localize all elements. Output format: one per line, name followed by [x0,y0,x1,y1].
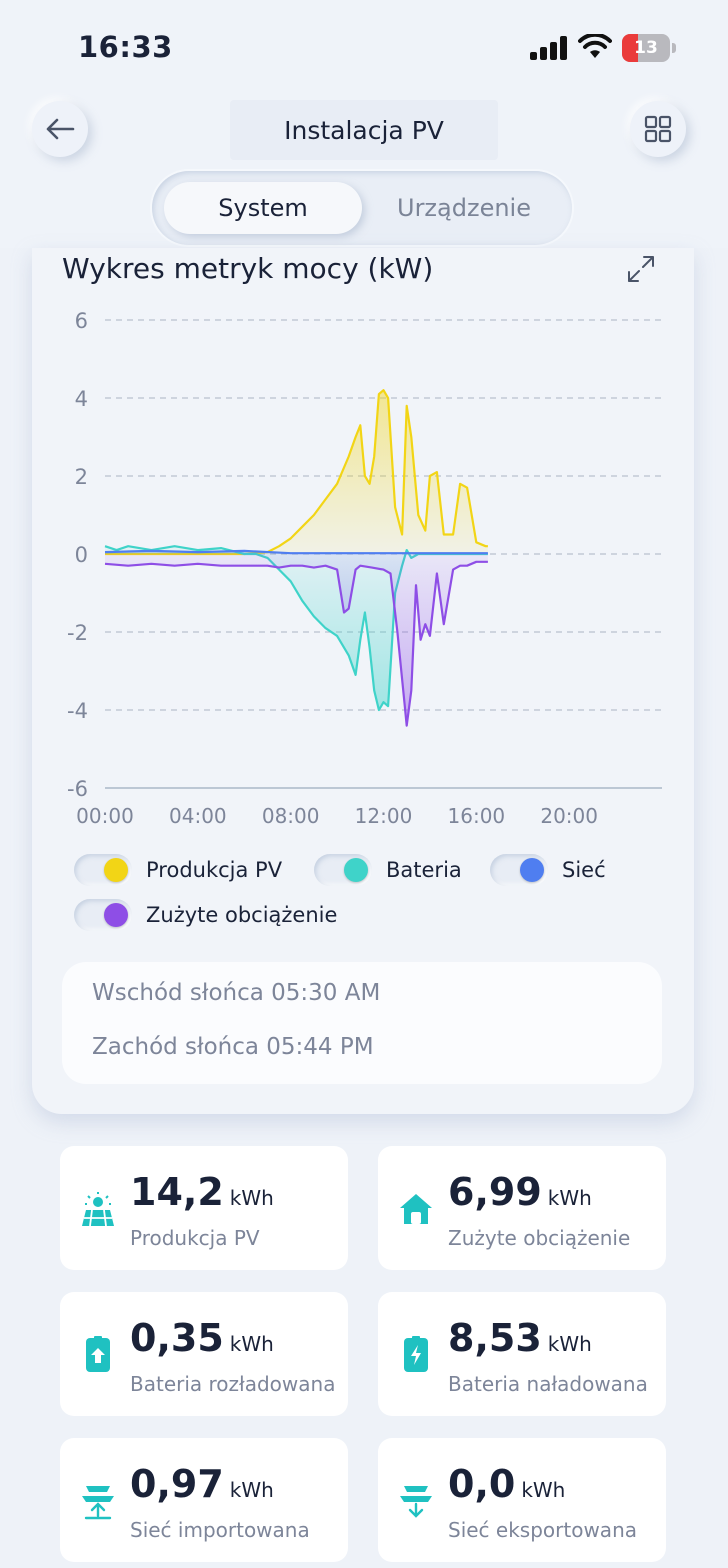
solar-panel-icon [82,1192,114,1227]
status-bar: 16:33 13 [0,0,728,96]
tab-device[interactable]: Urządzenie [397,194,531,222]
tile-value-load: 6,99 kWh [448,1170,592,1214]
grid-icon [644,115,672,143]
legend-item-pv[interactable]: Produkcja PV [74,852,282,888]
legend-item-grid[interactable]: Sieć [490,852,606,888]
tile-label-battery-discharged: Bateria rozładowana [130,1372,336,1396]
x-tick-label: 12:00 [355,804,413,828]
legend-item-load[interactable]: Zużyte obciążenie [74,897,337,933]
legend-label-pv: Produkcja PV [146,858,283,882]
y-tick-label: -6 [67,777,88,801]
x-tick-label: 04:00 [169,804,227,828]
tile-grid-export[interactable]: 0,0 kWh Sieć eksportowana [378,1438,666,1562]
tile-value-grid-export: 0,0 kWh [448,1462,566,1506]
tile-label-grid-import: Sieć importowana [130,1518,310,1542]
y-tick-label: -4 [67,699,88,723]
dashboard-button[interactable] [630,101,686,157]
legend-knob-grid [520,858,544,882]
battery-level: 13 [634,38,658,58]
back-button[interactable] [32,101,88,157]
legend-knob-load [104,903,128,927]
legend-toggle-grid[interactable] [490,854,548,886]
y-tick-label: 2 [75,465,88,489]
page-title: Instalacja PV [230,100,498,160]
wifi-icon [578,34,612,58]
legend-knob-pv [104,858,128,882]
arrow-left-icon [46,118,75,140]
tile-label-grid-export: Sieć eksportowana [448,1518,637,1542]
chart-title: Wykres metryk mocy (kW) [62,252,434,285]
series-line-grid [104,549,488,555]
legend-toggle-battery[interactable] [314,854,372,886]
series-line-pv [105,389,488,556]
legend-item-battery[interactable]: Bateria [314,852,462,888]
view-switcher: System Urządzenie [152,171,572,245]
cellular-signal-icon [530,36,570,60]
y-tick-label: 6 [75,309,88,333]
y-tick-label: 4 [75,387,88,411]
tile-value-battery-discharged: 0,35 kWh [130,1316,274,1360]
legend-knob-battery [344,858,368,882]
header: Instalacja PV System Urządzenie [0,96,728,248]
x-tick-label: 00:00 [76,804,134,828]
battery-charge-icon [404,1336,428,1372]
tile-label-battery-charged: Bateria naładowana [448,1372,648,1396]
tile-battery-discharged[interactable]: 0,35 kWh Bateria rozładowana [60,1292,348,1416]
y-tick-label: 0 [75,543,88,567]
sun-times-box: Wschód słońca 05:30 AM Zachód słońca 05:… [62,962,662,1084]
power-chart: 6 4 2 0 -2 -4 -6 00:00 04:00 08:00 12:00 16:00 20:00 [67,309,662,828]
legend-label-battery: Bateria [386,858,462,882]
legend-toggle-load[interactable] [74,899,132,931]
y-tick-label: -2 [67,621,88,645]
tile-label-load: Zużyte obciążenie [448,1226,631,1250]
grid-import-icon [82,1486,114,1520]
tile-value-battery-charged: 8,53 kWh [448,1316,592,1360]
legend-toggle-pv[interactable] [74,854,132,886]
sunrise-text: Wschód słońca 05:30 AM [92,980,381,1006]
house-icon [400,1194,432,1224]
tile-label-pv: Produkcja PV [130,1226,260,1250]
series-area-pv [105,390,488,554]
tile-value-grid-import: 0,97 kWh [130,1462,274,1506]
tile-load[interactable]: 6,99 kWh Zużyte obciążenie [378,1146,666,1270]
legend-label-grid: Sieć [562,858,606,882]
sunset-text: Zachód słońca 05:44 PM [92,1034,374,1060]
tile-grid-import[interactable]: 0,97 kWh Sieć importowana [60,1438,348,1562]
battery-discharge-icon [86,1336,110,1372]
grid-export-icon [400,1486,432,1518]
tile-pv-production[interactable]: 14,2 kWh Produkcja PV [60,1146,348,1270]
legend-label-load: Zużyte obciążenie [146,903,338,927]
tab-system[interactable]: System [164,182,362,234]
battery-icon: 13 [622,34,676,62]
x-tick-label: 16:00 [448,804,506,828]
series-line-load [104,560,488,727]
expand-icon[interactable] [626,254,656,284]
power-chart-card: Wykres metryk mocy (kW) 6 4 2 0 -2 -4 -6 00:00 0… [32,248,694,1114]
series-area-load [105,554,488,726]
status-time: 16:33 [78,30,173,64]
tile-battery-charged[interactable]: 8,53 kWh Bateria naładowana [378,1292,666,1416]
x-tick-label: 20:00 [540,804,598,828]
tile-value-pv: 14,2 kWh [130,1170,274,1214]
x-tick-label: 08:00 [262,804,320,828]
